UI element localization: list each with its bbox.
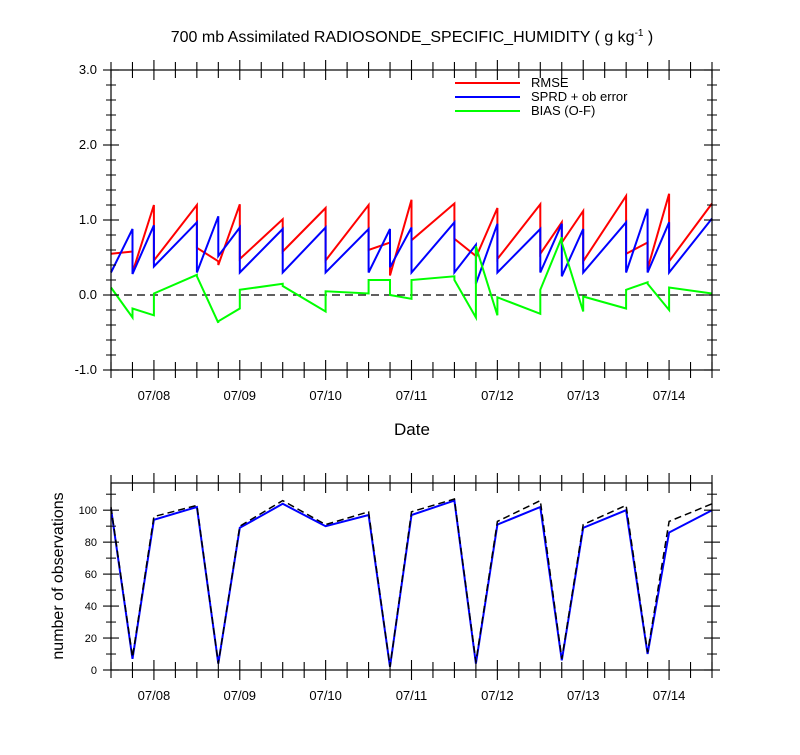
top-y-tick-label: 0.0	[79, 287, 97, 302]
bottom-x-tick-label: 07/14	[653, 688, 686, 703]
top-x-tick-label: 07/14	[653, 388, 686, 403]
bottom-series-group	[110, 498, 713, 667]
chart-title: 700 mb Assimilated RADIOSONDE_SPECIFIC_H…	[171, 28, 654, 46]
top-y-tick-label: 2.0	[79, 137, 97, 152]
bottom-x-tick-label: 07/08	[138, 688, 171, 703]
bottom-x-tick-label: 07/10	[309, 688, 342, 703]
top-series-line-1	[110, 208, 713, 285]
top-panel: 07/08 07/09 07/10 07/11 07/12 07/13 07/14 -1.0 0…	[75, 60, 720, 439]
bottom-panel: 07/08 07/09 07/10 07/11 07/12 07/13 07/14 0 20 40…	[50, 473, 720, 703]
top-axis-ticks: 07/08 07/09 07/10 07/11 07/12 07/13 07/14 -1.0 0…	[75, 60, 720, 403]
title-text: 700 mb Assimilated RADIOSONDE_SPECIFIC_H…	[171, 29, 635, 46]
bottom-series-line-1	[110, 498, 713, 667]
title-superscript: -1	[635, 28, 644, 39]
bottom-series-line-0	[110, 499, 713, 667]
top-series-line-2	[110, 236, 713, 324]
bottom-x-tick-label: 07/12	[481, 688, 514, 703]
bottom-y-tick-label: 100	[79, 505, 97, 517]
bottom-y-tick-label: 60	[85, 569, 97, 581]
bottom-x-tick-label: 07/11	[396, 688, 428, 703]
legend-label-1: SPRD + ob error	[531, 89, 628, 104]
legend-label-0: RMSE	[531, 75, 569, 90]
top-x-tick-label: 07/11	[396, 388, 428, 403]
legend-label-2: BIAS (O-F)	[531, 103, 595, 118]
bottom-y-tick-label: 0	[91, 665, 97, 677]
top-y-tick-label: 1.0	[79, 212, 97, 227]
top-y-tick-label: -1.0	[75, 362, 97, 377]
top-x-tick-label: 07/10	[309, 388, 342, 403]
bottom-y-tick-label: 80	[85, 537, 97, 549]
x-axis-label: Date	[394, 420, 430, 439]
bottom-y-tick-label: 20	[85, 633, 97, 645]
top-x-tick-label: 07/08	[138, 388, 171, 403]
title-end: )	[643, 29, 653, 46]
top-x-tick-label: 07/13	[567, 388, 600, 403]
y-axis-label-bottom: number of observations	[50, 492, 67, 659]
top-y-tick-label: 3.0	[79, 62, 97, 77]
top-x-tick-label: 07/12	[481, 388, 514, 403]
top-series-line-0	[110, 192, 713, 276]
bottom-axis-ticks: 07/08 07/09 07/10 07/11 07/12 07/13 07/14 0 20 40…	[79, 473, 720, 703]
bottom-y-tick-label: 40	[85, 601, 97, 613]
bottom-x-tick-label: 07/13	[567, 688, 600, 703]
top-x-tick-label: 07/09	[224, 388, 257, 403]
top-series-group	[110, 192, 713, 324]
bottom-x-tick-label: 07/09	[224, 688, 257, 703]
